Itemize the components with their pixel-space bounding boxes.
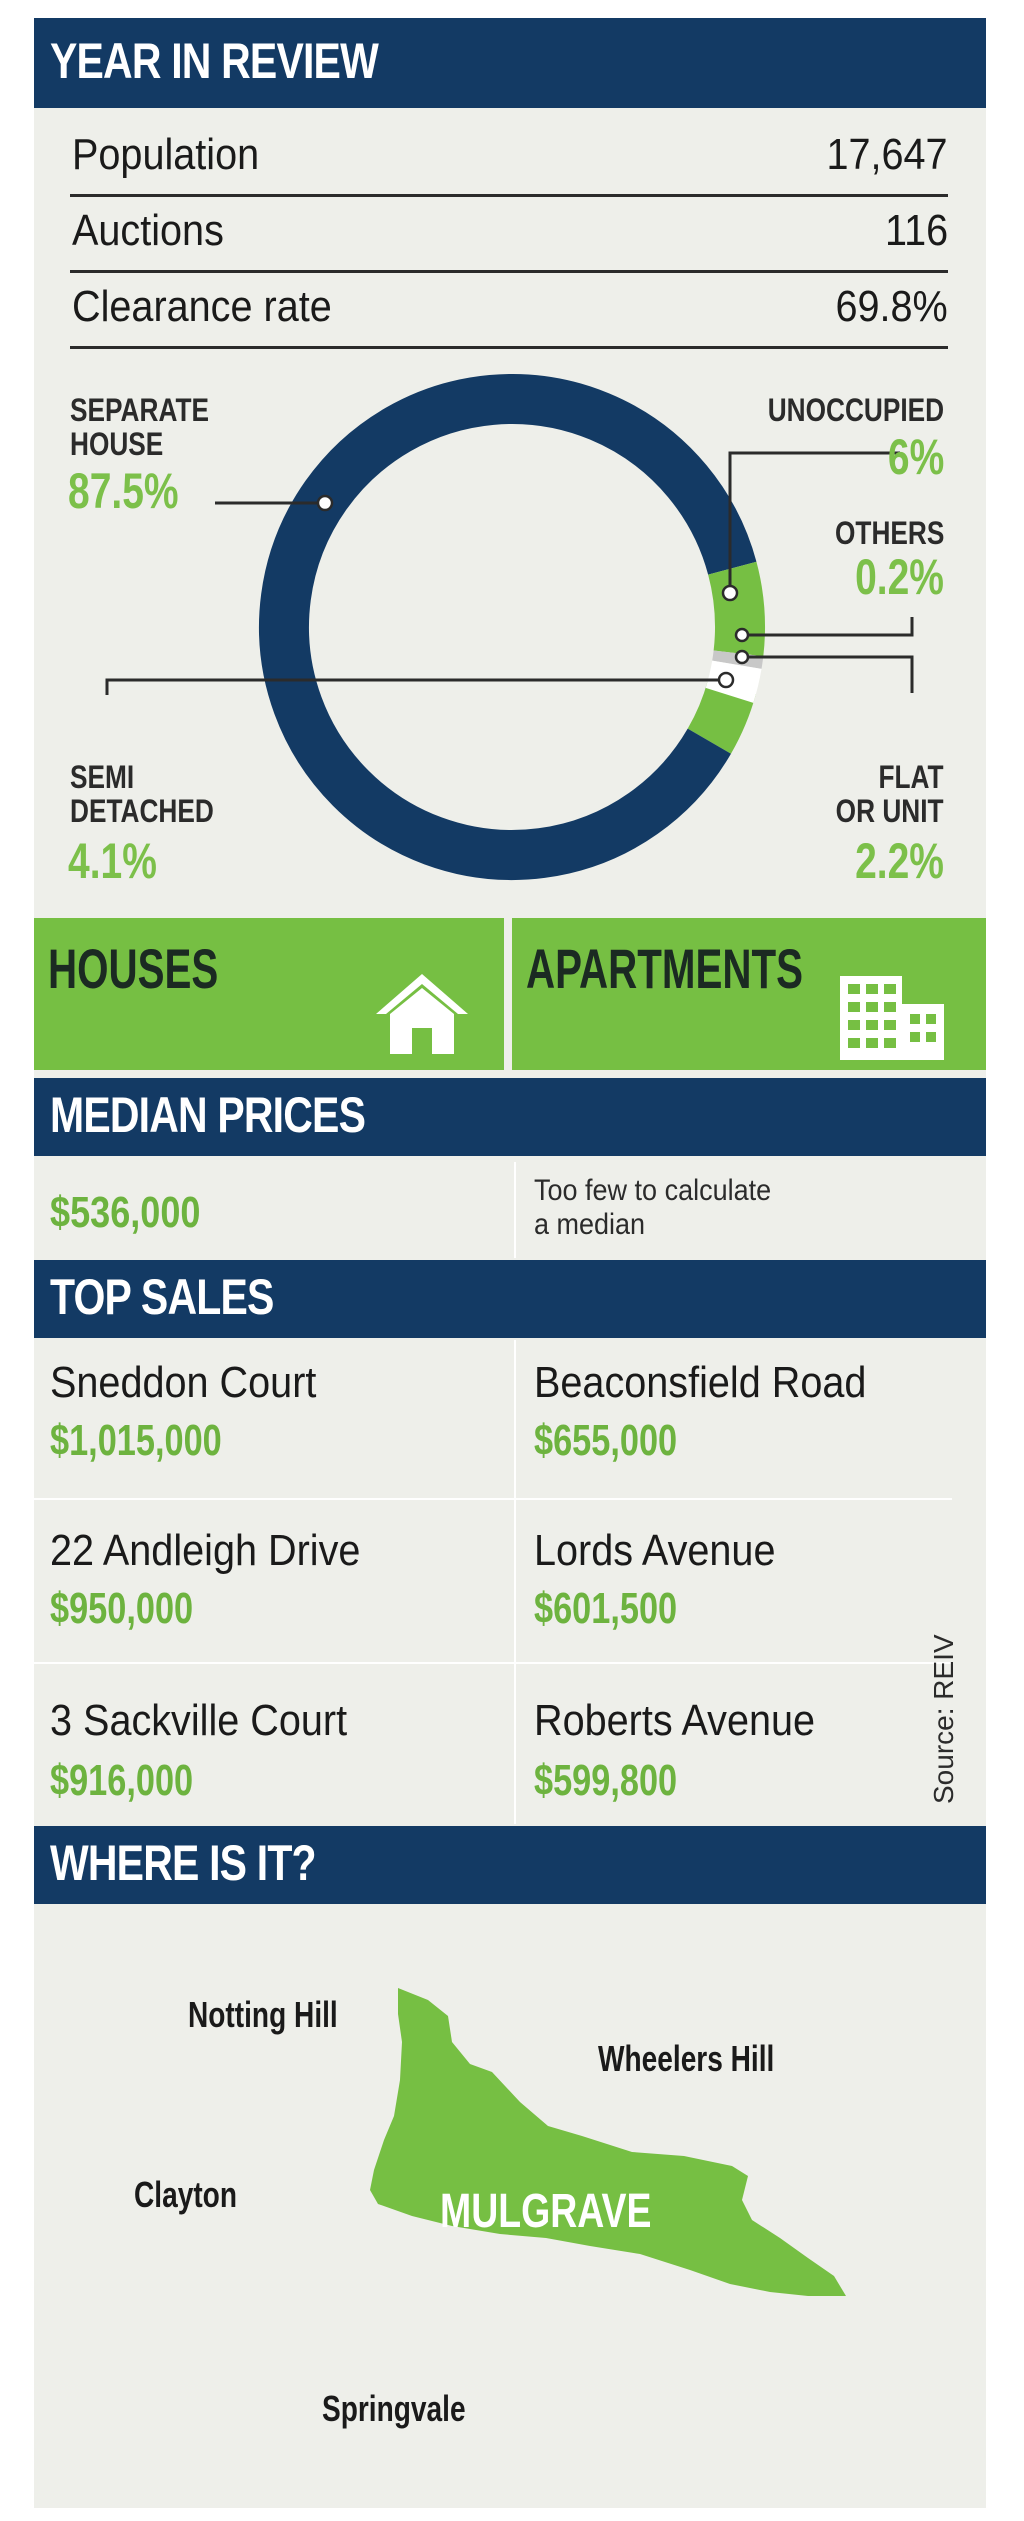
median-prices-title: MEDIAN PRICES [50, 1087, 366, 1143]
donut-segment-semi-detached [687, 680, 757, 754]
leader-dot [734, 649, 750, 665]
where-is-it-header: WHERE IS IT? [34, 1826, 986, 1904]
median-note-line: a median [534, 1208, 646, 1241]
label-line: SEMI [70, 759, 135, 795]
leader-line-flat [742, 655, 914, 693]
mulgrave-area-shape [370, 1988, 846, 2296]
label-line: FLAT [878, 759, 944, 795]
suburb-map [370, 1988, 846, 2296]
where-is-it-title: WHERE IS IT? [50, 1835, 317, 1891]
apartments-box: APARTMENTS [512, 918, 986, 1070]
median-divider [514, 1162, 516, 1258]
label-line: OR UNIT [836, 793, 944, 829]
label-flat-or-unit: FLAT OR UNIT [836, 760, 944, 828]
sale-price-apartments-3: $599,800 [534, 1756, 678, 1805]
stat-value: 17,647 [826, 130, 948, 179]
year-in-review-title: YEAR IN REVIEW [50, 33, 379, 89]
apartments-title: APARTMENTS [526, 937, 804, 1000]
pct-separate-house: 87.5% [68, 463, 179, 519]
map-label-notting-hill: Notting Hill [188, 1994, 338, 2035]
houses-title: HOUSES [48, 937, 219, 1000]
sale-address-houses-1: Sneddon Court [50, 1358, 317, 1407]
category-divider [504, 918, 512, 1070]
sale-address-houses-3: 3 Sackville Court [50, 1696, 348, 1745]
pct-unoccupied: 6% [887, 429, 944, 485]
label-line: SEPARATE [70, 392, 209, 428]
pct-semi-detached: 4.1% [68, 833, 157, 889]
sale-address-houses-2: 22 Andleigh Drive [50, 1526, 361, 1575]
house-icon [376, 974, 468, 1054]
stat-value: 116 [884, 206, 948, 255]
sale-price-apartments-1: $655,000 [534, 1416, 678, 1465]
stat-value: 69.8% [835, 282, 948, 331]
leader-line-semi-detached [105, 678, 726, 695]
sale-address-apartments-2: Lords Avenue [534, 1526, 776, 1575]
donut-segment-separate-house [259, 374, 757, 880]
median-prices-header: MEDIAN PRICES [34, 1078, 986, 1156]
sale-address-apartments-1: Beaconsfield Road [534, 1358, 867, 1407]
stat-row-population: Population 17,647 [38, 120, 948, 192]
leader-dot [721, 584, 739, 602]
top-sales-title: TOP SALES [50, 1269, 274, 1325]
map-label-wheelers-hill: Wheelers Hill [598, 2038, 775, 2079]
sales-row-divider [34, 1662, 952, 1664]
sales-row-divider [34, 1498, 952, 1500]
map-label-springvale: Springvale [322, 2388, 466, 2429]
label-line: DETACHED [70, 793, 214, 829]
label-unoccupied: UNOCCUPIED [767, 392, 944, 428]
year-in-review-header: YEAR IN REVIEW [34, 18, 986, 108]
source-credit: Source: REIV [928, 1634, 959, 1804]
stat-divider [70, 194, 948, 197]
map-label-suburb: MULGRAVE [440, 2185, 652, 2238]
label-line: HOUSE [70, 426, 164, 462]
label-others: OTHERS [834, 515, 944, 551]
label-semi-detached: SEMI DETACHED [70, 760, 214, 828]
leader-line-unoccupied [728, 451, 900, 587]
sale-address-apartments-3: Roberts Avenue [534, 1696, 816, 1745]
pct-others: 0.2% [855, 549, 944, 605]
median-price-houses: $536,000 [50, 1188, 201, 1237]
stat-row-auctions: Auctions 116 [38, 196, 948, 268]
sale-price-houses-1: $1,015,000 [50, 1416, 222, 1465]
median-note-apartments: Too few to calculate a median [534, 1174, 771, 1242]
leader-dot [717, 671, 735, 689]
leader-line-others [742, 617, 914, 637]
sales-column-divider [514, 1340, 516, 1824]
donut-segment-unoccupied [707, 561, 765, 657]
stat-row-clearance-rate: Clearance rate 69.8% [38, 272, 948, 344]
sale-price-apartments-2: $601,500 [534, 1584, 678, 1633]
label-separate-house: SEPARATE HOUSE [70, 393, 209, 461]
leader-dot [734, 627, 750, 643]
houses-box: HOUSES [34, 918, 504, 1070]
sale-price-houses-3: $916,000 [50, 1756, 194, 1805]
map-label-clayton: Clayton [134, 2174, 237, 2215]
pct-flat-or-unit: 2.2% [855, 833, 944, 889]
dwelling-donut-chart [105, 374, 914, 880]
top-sales-header: TOP SALES [34, 1260, 986, 1338]
stat-label: Clearance rate [72, 282, 332, 331]
median-note-line: Too few to calculate [534, 1174, 772, 1207]
stat-divider [70, 346, 948, 349]
stat-label: Auctions [72, 206, 224, 255]
apartment-building-icon [840, 976, 944, 1060]
stat-label: Population [72, 130, 260, 179]
sale-price-houses-2: $950,000 [50, 1584, 194, 1633]
leader-dot [316, 494, 334, 512]
stat-divider [70, 270, 948, 273]
